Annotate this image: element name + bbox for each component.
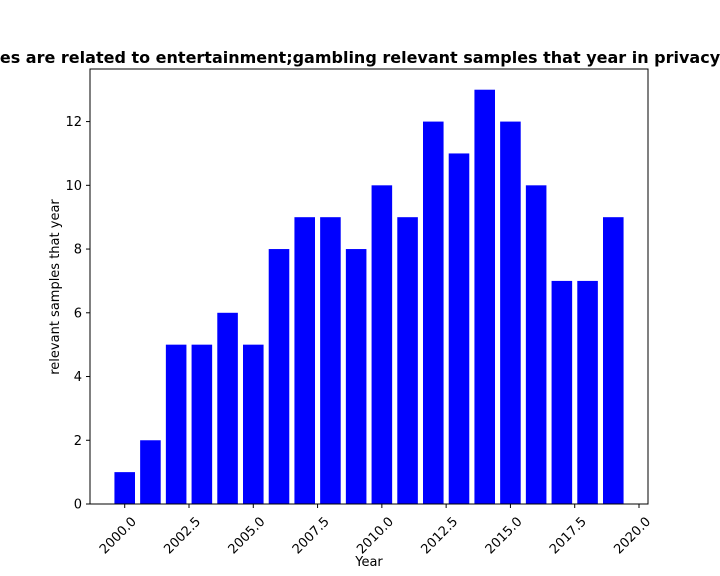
bar-2016 bbox=[525, 185, 547, 504]
y-tick-label: 6 bbox=[74, 306, 82, 321]
bar-2005 bbox=[243, 344, 264, 504]
y-tick-label: 8 bbox=[74, 243, 82, 258]
bar-2011 bbox=[397, 217, 418, 504]
y-tick-label: 0 bbox=[74, 498, 82, 513]
bar-2006 bbox=[268, 249, 290, 504]
bar-2003 bbox=[191, 344, 213, 504]
bar-2014 bbox=[474, 89, 495, 505]
bars-group bbox=[114, 89, 624, 505]
bar-2009 bbox=[345, 249, 367, 504]
y-tick-label: 2 bbox=[74, 434, 82, 449]
bar-2017 bbox=[551, 280, 573, 504]
y-tick-label: 12 bbox=[65, 115, 82, 130]
y-axis-ticks: 0 2 4 6 8 10 12 bbox=[65, 115, 90, 513]
y-tick-label: 4 bbox=[74, 370, 82, 385]
bar-2019 bbox=[603, 217, 624, 504]
bar-2013 bbox=[448, 153, 470, 504]
y-axis-label: relevant samples that year bbox=[48, 199, 63, 375]
y-tick-label: 10 bbox=[65, 179, 82, 194]
bar-2002 bbox=[165, 344, 187, 504]
bar-2007 bbox=[294, 217, 315, 504]
chart-title: es are related to entertainment;gambling… bbox=[0, 48, 720, 67]
bar-2015 bbox=[500, 121, 521, 504]
bar-2001 bbox=[140, 440, 161, 504]
x-axis-label: Year bbox=[354, 555, 383, 570]
bar-2018 bbox=[577, 280, 598, 504]
bar-2010 bbox=[371, 185, 393, 504]
bar-2008 bbox=[320, 217, 341, 504]
bar-2004 bbox=[217, 312, 238, 504]
bar-2000 bbox=[114, 472, 135, 504]
plot-area-frame bbox=[89, 68, 649, 505]
bar-2012 bbox=[423, 121, 444, 504]
